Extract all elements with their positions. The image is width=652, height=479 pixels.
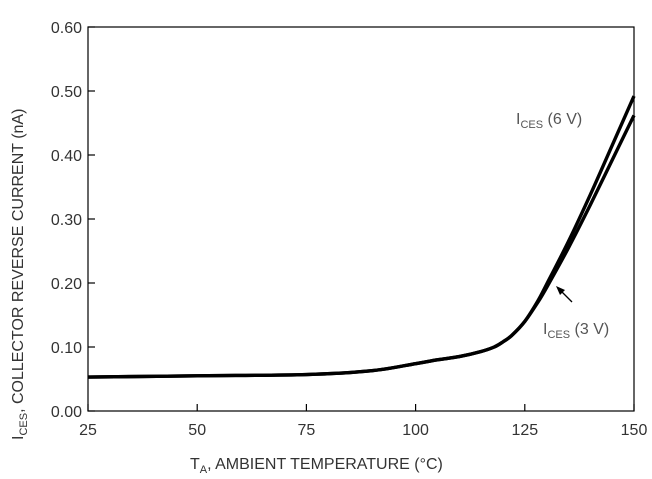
x-tick-label: 25 xyxy=(79,422,97,439)
y-tick-label: 0.40 xyxy=(51,148,82,165)
series-label-3v: ICES (3 V) xyxy=(543,321,609,341)
y-tick-label: 0.10 xyxy=(51,340,82,357)
x-axis-ticks: 25 50 75 100 125 150 xyxy=(79,404,647,439)
x-tick-label: 50 xyxy=(188,422,206,439)
annotation-arrow xyxy=(556,286,573,303)
x-tick-label: 125 xyxy=(511,422,538,439)
x-tick-label: 100 xyxy=(402,422,429,439)
y-tick-label: 0.60 xyxy=(51,20,82,37)
y-axis-ticks: 0.00 0.10 0.20 0.30 0.40 0.50 0.60 xyxy=(51,20,95,421)
plot-area-frame xyxy=(87,26,635,412)
x-tick-label: 150 xyxy=(621,422,648,439)
y-tick-label: 0.20 xyxy=(51,276,82,293)
x-axis-label: TA, AMBIENT TEMPERATURE (°C) xyxy=(190,456,443,476)
series-line-3v xyxy=(87,114,636,379)
series-lines xyxy=(87,95,636,379)
y-tick-label: 0.00 xyxy=(51,404,82,421)
y-tick-label: 0.30 xyxy=(51,212,82,229)
y-axis-label: ICES, COLLECTOR REVERSE CURRENT (nA) xyxy=(10,109,30,440)
y-tick-label: 0.50 xyxy=(51,84,82,101)
x-tick-label: 75 xyxy=(298,422,316,439)
series-label-6v: ICES (6 V) xyxy=(516,111,582,131)
